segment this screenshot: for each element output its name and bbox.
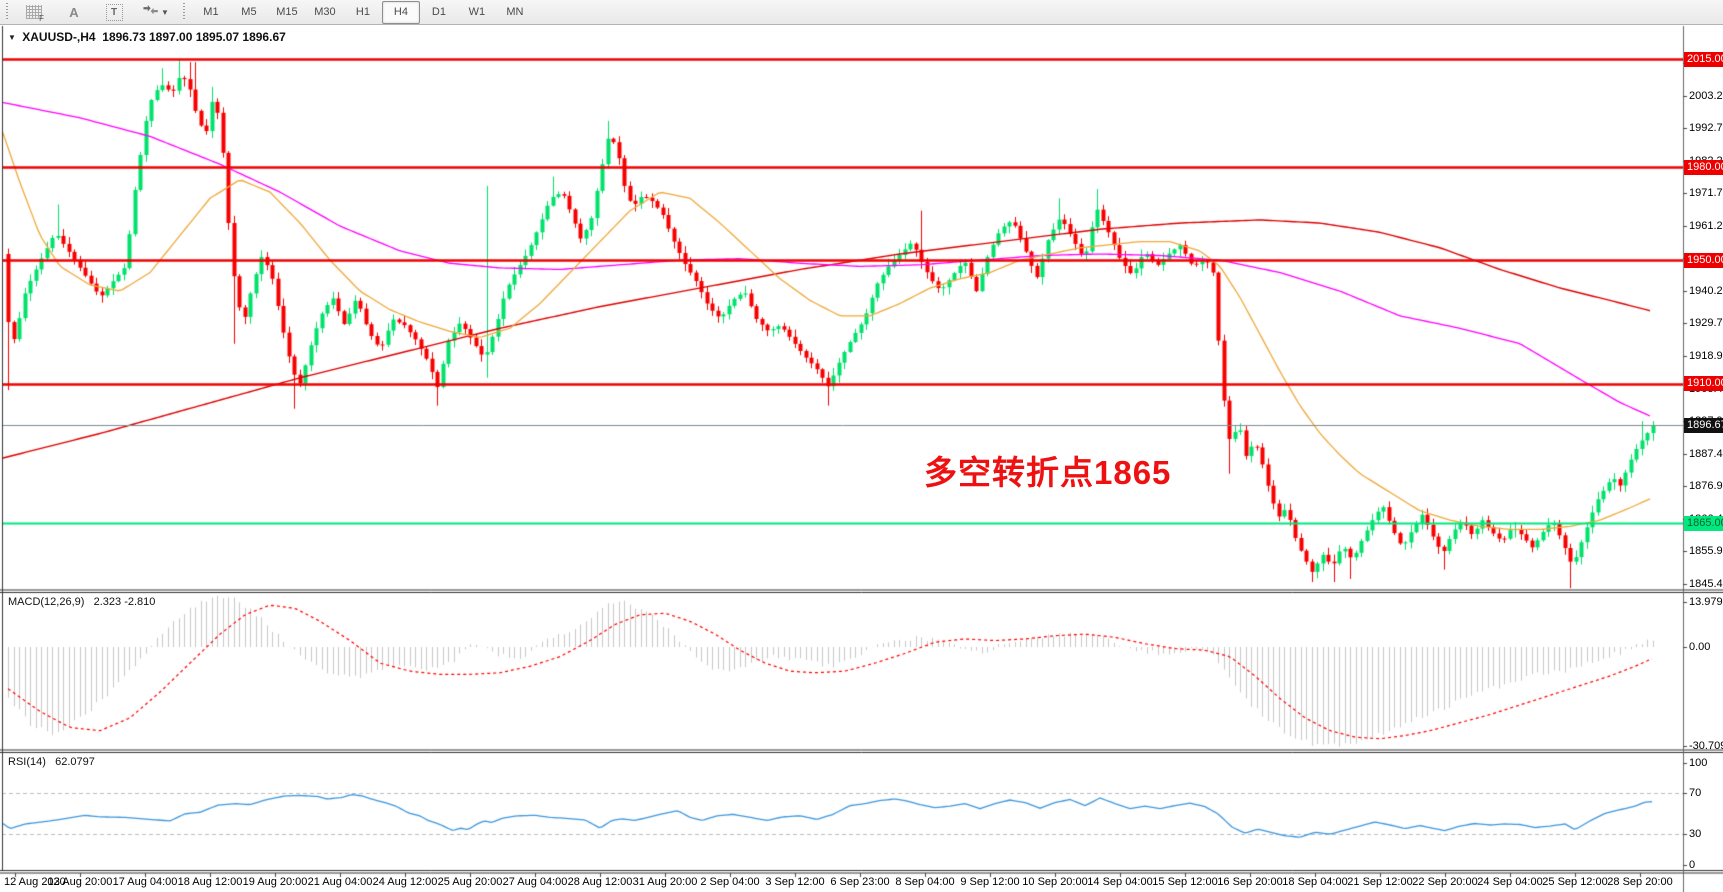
timeframe-button-m30[interactable]: M30 [314,6,336,18]
price-line-label: 1910.00 [1684,376,1723,392]
macd-values: 2.323 -2.810 [93,596,156,608]
time-axis-label: 2 Sep 04:00 [700,876,760,888]
toolbar-drag-handle[interactable] [180,3,187,21]
price-line-label: 1865.00 [1684,515,1723,531]
dropdown-caret-icon: ▼ [161,7,169,17]
symbol-period-label: XAUUSD-,H4 [22,30,96,44]
time-axis-label: 25 Sep 12:00 [1542,876,1608,888]
price-axis-label: 2003.20 [1689,89,1723,102]
time-axis-label: 16 Sep 20:00 [1217,876,1283,888]
time-axis-label: 24 Sep 04:00 [1477,876,1543,888]
price-axis-label: 1929.70 [1689,317,1723,329]
macd-title: MACD(12,26,9) [8,596,85,608]
timeframe-button-m1[interactable]: M1 [203,6,219,18]
timeframe-button-d1[interactable]: D1 [431,6,446,18]
label-a-icon: A [69,4,79,20]
chart-title: ▼ XAUUSD-,H4 1896.73 1897.00 1895.07 189… [8,30,286,44]
macd-axis-label: -30.709 [1689,739,1723,752]
grid-f-icon: F [26,5,44,23]
time-axis-label: 17 Aug 04:00 [112,876,178,888]
time-axis-label: 9 Sep 12:00 [960,876,1020,888]
price-line-label: 1950.00 [1684,252,1723,268]
price-axis-label: 1855.90 [1689,545,1723,558]
time-axis-label: 27 Aug 04:00 [502,876,568,888]
arrows-tool-button[interactable]: ▼ [135,1,176,24]
timeframe-button-m5[interactable]: M5 [241,6,257,18]
chevron-down-icon: ▼ [8,33,16,42]
text-t-icon: T [105,3,123,21]
time-axis-label: 21 Sep 12:00 [1347,876,1413,888]
price-axis-label: 1845.40 [1689,577,1723,590]
arrows-icon [143,5,158,15]
rsi-axis-label: 30 [1689,828,1702,841]
time-axis-label: 25 Aug 20:00 [437,876,503,888]
price-axis-label: 1961.20 [1689,219,1723,232]
time-axis-label: 18 Aug 12:00 [177,876,243,888]
text-tool-button[interactable]: T [95,1,133,24]
toolbar-drag-handle[interactable] [4,3,10,21]
time-axis-label: 28 Sep 20:00 [1607,876,1673,888]
rsi-axis-label: 70 [1689,787,1702,800]
crosshair-grid-icon[interactable]: F [15,1,53,24]
time-axis-label: 24 Aug 12:00 [372,876,438,888]
price-line-label: 1980.00 [1684,159,1723,175]
time-axis-label: 21 Aug 04:00 [307,876,373,888]
time-axis-label: 18 Sep 04:00 [1282,876,1348,888]
price-line-label: 2015.00 [1684,51,1723,67]
time-axis-label: 15 Sep 12:00 [1152,876,1218,888]
timeframe-toolbar: M1 M5 M15 M30 H1 H4 D1 W1 MN [192,0,534,24]
price-axis-label: 1887.40 [1689,447,1723,460]
timeframe-button-h4[interactable]: H4 [381,0,420,24]
price-axis-label: 1918.90 [1689,350,1723,363]
price-axis-label: 1992.70 [1689,122,1723,135]
time-axis-label: 6 Sep 23:00 [830,876,890,888]
rsi-axis-label: 0 [1689,858,1696,871]
rsi-axis-label: 100 [1689,756,1708,769]
price-axis-label: 1940.20 [1689,284,1723,297]
ohlc-values: 1896.73 1897.00 1895.07 1896.67 [102,30,286,44]
rsi-value: 62.0797 [55,756,95,768]
time-axis-label: 31 Aug 20:00 [632,876,698,888]
timeframe-button-mn[interactable]: MN [506,6,524,18]
time-axis-label: 13 Aug 20:00 [47,876,113,888]
timeframe-button-m15[interactable]: M15 [276,6,298,18]
macd-axis-label: 13.979 [1689,595,1723,608]
time-axis-label: 14 Sep 04:00 [1087,876,1153,888]
timeframe-button-h1[interactable]: H1 [355,6,370,18]
price-axis-label: 1971.70 [1689,187,1723,199]
toolbar: F A T ▼ M1 M5 M15 M30 H1 H4 D1 W1 MN [0,0,1723,25]
time-axis-label: 3 Sep 12:00 [765,876,825,888]
time-axis-label: 10 Sep 20:00 [1022,876,1088,888]
price-axis-label: 1876.90 [1689,480,1723,493]
time-axis-label: 12 Aug 2020 [4,876,66,888]
time-axis-label: 28 Aug 12:00 [567,876,633,888]
macd-label: MACD(12,26,9) 2.323 -2.810 [8,596,155,608]
timeframe-button-w1[interactable]: W1 [468,6,486,18]
current-price-label: 1896.67 [1684,417,1723,433]
chart-annotation-text[interactable]: 多空转折点1865 [924,454,1172,491]
time-axis-label: 22 Sep 20:00 [1412,876,1478,888]
macd-axis-label: 0.00 [1689,641,1711,653]
time-axis-label: 8 Sep 04:00 [895,876,955,888]
time-axis-label: 19 Aug 20:00 [242,876,308,888]
rsi-title: RSI(14) [8,756,46,768]
label-tool-button[interactable]: A [55,1,93,24]
rsi-label: RSI(14) 62.0797 [8,756,95,768]
